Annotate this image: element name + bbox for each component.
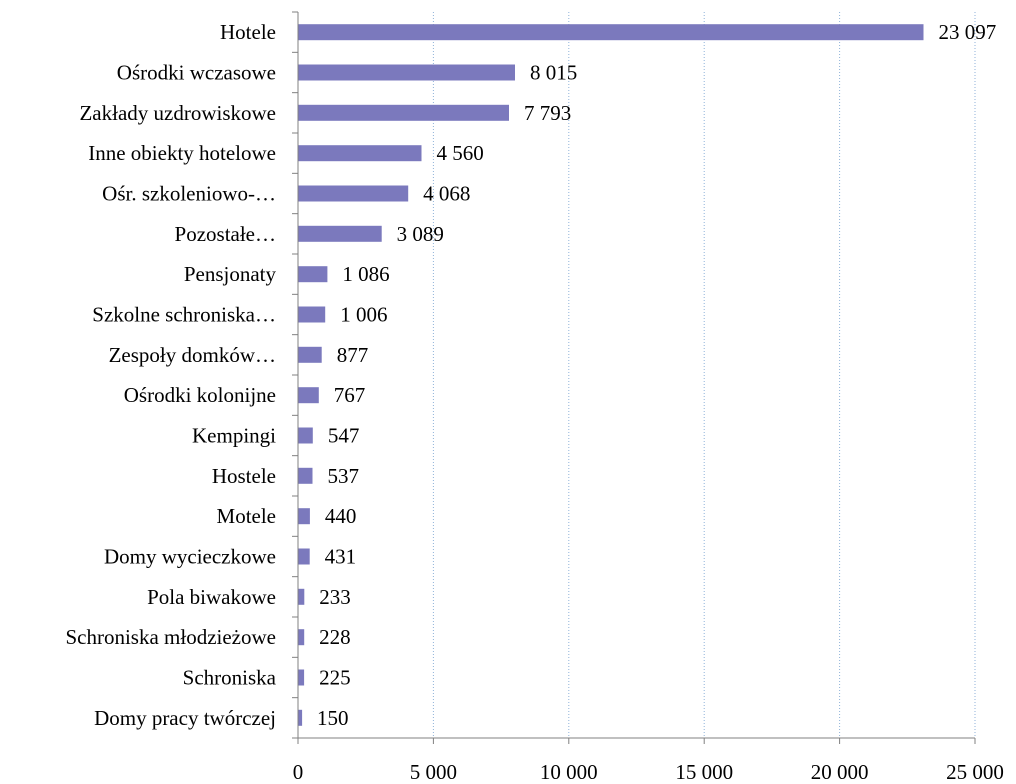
value-label-7: 1 006: [340, 303, 387, 327]
bar-5: [298, 225, 382, 242]
bar-7: [298, 306, 326, 323]
value-label-13: 431: [325, 545, 357, 569]
category-label-13: Domy wycieczkowe: [104, 545, 276, 569]
value-label-4: 4 068: [423, 182, 470, 206]
value-label-16: 225: [319, 666, 351, 690]
bar-10: [298, 427, 313, 444]
x-tick-label-1: 5 000: [410, 760, 457, 784]
value-label-3: 4 560: [436, 141, 483, 165]
category-label-6: Pensjonaty: [184, 262, 277, 286]
category-label-8: Zespoły domków…: [109, 343, 276, 367]
value-label-9: 767: [334, 383, 366, 407]
category-label-1: Ośrodki wczasowe: [117, 61, 276, 85]
category-label-4: Ośr. szkoleniowo-…: [102, 182, 276, 206]
bar-1: [298, 64, 515, 81]
category-label-16: Schroniska: [183, 666, 277, 690]
value-label-0: 23 097: [938, 20, 996, 44]
value-label-2: 7 793: [524, 101, 571, 125]
value-label-5: 3 089: [397, 222, 444, 246]
value-label-8: 877: [337, 343, 369, 367]
bar-15: [298, 629, 305, 646]
category-label-15: Schroniska młodzieżowe: [65, 625, 276, 649]
category-label-3: Inne obiekty hotelowe: [88, 141, 276, 165]
category-label-12: Motele: [217, 504, 276, 528]
x-tick-label-4: 20 000: [811, 760, 869, 784]
axes: [292, 11, 976, 744]
category-label-0: Hotele: [220, 20, 276, 44]
value-label-1: 8 015: [530, 61, 577, 85]
bar-17: [298, 709, 303, 726]
value-label-10: 547: [328, 424, 360, 448]
category-label-5: Pozostałe…: [175, 222, 276, 246]
x-tick-label-0: 0: [293, 760, 304, 784]
bar-8: [298, 346, 322, 363]
labels: Hotele 23 097 Ośrodki wczasowe 8 015 Zakłady…: [65, 20, 1003, 784]
bar-0: [298, 24, 924, 41]
category-label-11: Hostele: [212, 464, 276, 488]
bar-13: [298, 548, 310, 565]
bar-12: [298, 508, 310, 525]
value-label-12: 440: [325, 504, 357, 528]
value-label-11: 537: [328, 464, 360, 488]
category-label-2: Zakłady uzdrowiskowe: [79, 101, 276, 125]
bars: [298, 24, 924, 726]
x-tick-label-5: 25 000: [946, 760, 1004, 784]
value-label-15: 228: [319, 625, 351, 649]
category-label-10: Kempingi: [192, 424, 276, 448]
x-tick-label-2: 10 000: [540, 760, 598, 784]
category-label-17: Domy pracy twórczej: [94, 706, 276, 730]
bar-6: [298, 266, 328, 283]
bar-4: [298, 185, 409, 202]
grid-lines: [432, 12, 976, 738]
category-label-14: Pola biwakowe: [147, 585, 276, 609]
category-label-7: Szkolne schroniska…: [92, 303, 276, 327]
value-label-14: 233: [319, 585, 351, 609]
category-label-9: Ośrodki kolonijne: [124, 383, 276, 407]
bar-16: [298, 669, 305, 686]
bar-11: [298, 467, 313, 484]
value-label-6: 1 086: [342, 262, 389, 286]
value-label-17: 150: [317, 706, 349, 730]
bar-3: [298, 145, 422, 162]
bar-9: [298, 387, 319, 404]
bar-2: [298, 104, 509, 121]
bar-14: [298, 588, 305, 605]
x-tick-label-3: 15 000: [675, 760, 733, 784]
